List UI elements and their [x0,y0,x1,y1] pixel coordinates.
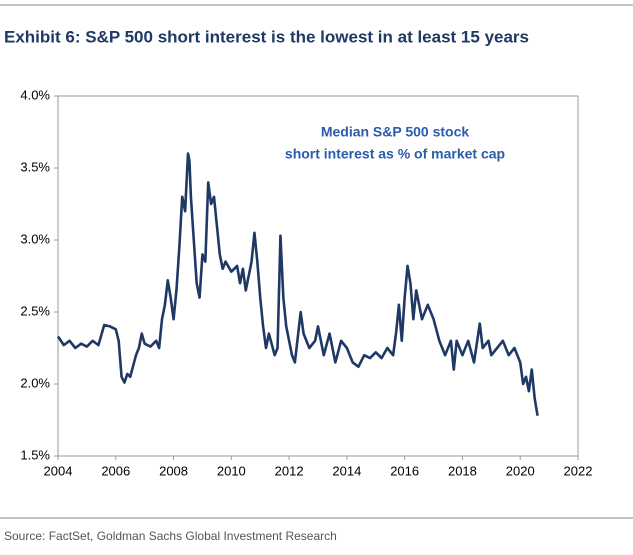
x-tick-label: 2006 [101,463,130,478]
y-tick-label: 2.0% [20,375,50,390]
x-tick-label: 2018 [448,463,477,478]
x-tick-label: 2020 [506,463,535,478]
x-tick-label: 2022 [564,463,593,478]
annotation: Median S&P 500 stock [321,124,470,140]
chart-title: Exhibit 6: S&P 500 short interest is the… [4,27,529,46]
y-tick-label: 4.0% [20,87,50,102]
annotation: short interest as % of market cap [285,146,505,162]
plot-frame [57,95,579,457]
y-tick-label: 3.0% [20,231,50,246]
x-tick-label: 2010 [217,463,246,478]
y-tick-label: 2.5% [20,303,50,318]
data-line [56,152,539,416]
x-tick-label: 2016 [390,463,419,478]
x-tick-label: 2012 [275,463,304,478]
y-tick-label: 3.5% [20,159,50,174]
x-tick-label: 2004 [44,463,73,478]
x-tick-label: 2014 [332,463,361,478]
x-tick-label: 2008 [159,463,188,478]
source: Source: FactSet, Goldman Sachs Global In… [4,529,337,543]
y-tick-label: 1.5% [20,447,50,462]
